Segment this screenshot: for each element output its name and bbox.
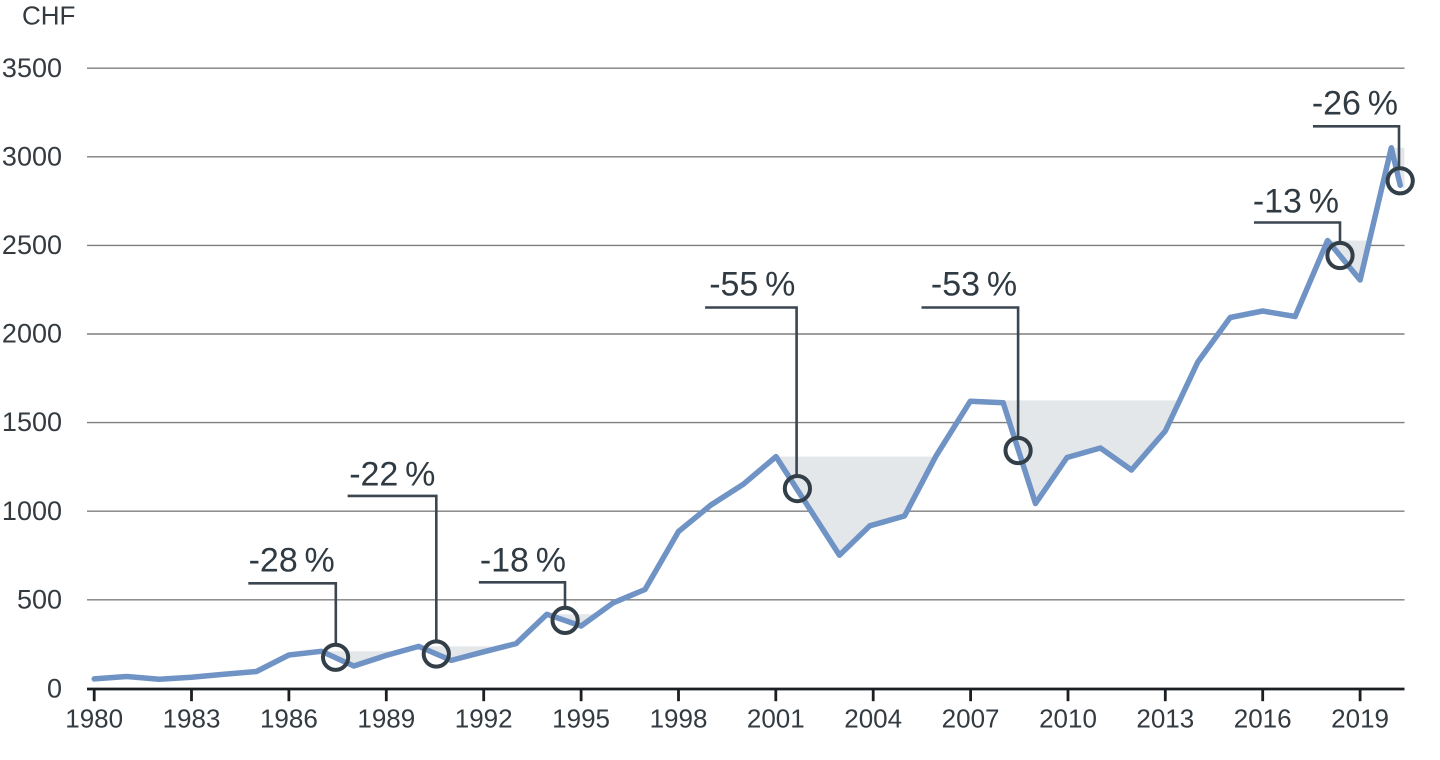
svg-text:1989: 1989	[357, 704, 415, 734]
svg-text:CHF: CHF	[22, 1, 75, 31]
svg-text:0: 0	[47, 674, 62, 704]
svg-text:-55 %: -55 %	[709, 265, 795, 303]
svg-text:-18 %: -18 %	[480, 542, 566, 580]
svg-text:2016: 2016	[1234, 704, 1292, 734]
svg-text:1986: 1986	[260, 704, 318, 734]
svg-text:3000: 3000	[2, 141, 62, 171]
svg-text:2004: 2004	[844, 704, 902, 734]
svg-text:1998: 1998	[650, 704, 708, 734]
svg-text:2010: 2010	[1039, 704, 1097, 734]
svg-text:2007: 2007	[942, 704, 1000, 734]
svg-text:1500: 1500	[2, 407, 62, 437]
svg-text:-28 %: -28 %	[249, 542, 335, 580]
svg-text:3500: 3500	[2, 53, 62, 83]
svg-text:2001: 2001	[747, 704, 805, 734]
svg-text:-13 %: -13 %	[1253, 183, 1339, 221]
svg-text:1983: 1983	[163, 704, 221, 734]
svg-text:2500: 2500	[2, 230, 62, 260]
svg-text:-22 %: -22 %	[349, 456, 435, 494]
svg-text:2019: 2019	[1331, 704, 1389, 734]
svg-text:500: 500	[17, 584, 62, 614]
svg-text:1000: 1000	[2, 496, 62, 526]
svg-text:1992: 1992	[455, 704, 513, 734]
svg-text:2013: 2013	[1136, 704, 1194, 734]
svg-text:-26 %: -26 %	[1312, 85, 1398, 123]
svg-text:1995: 1995	[552, 704, 610, 734]
svg-text:1980: 1980	[65, 704, 123, 734]
svg-text:-53 %: -53 %	[931, 265, 1017, 303]
svg-text:2000: 2000	[2, 319, 62, 349]
